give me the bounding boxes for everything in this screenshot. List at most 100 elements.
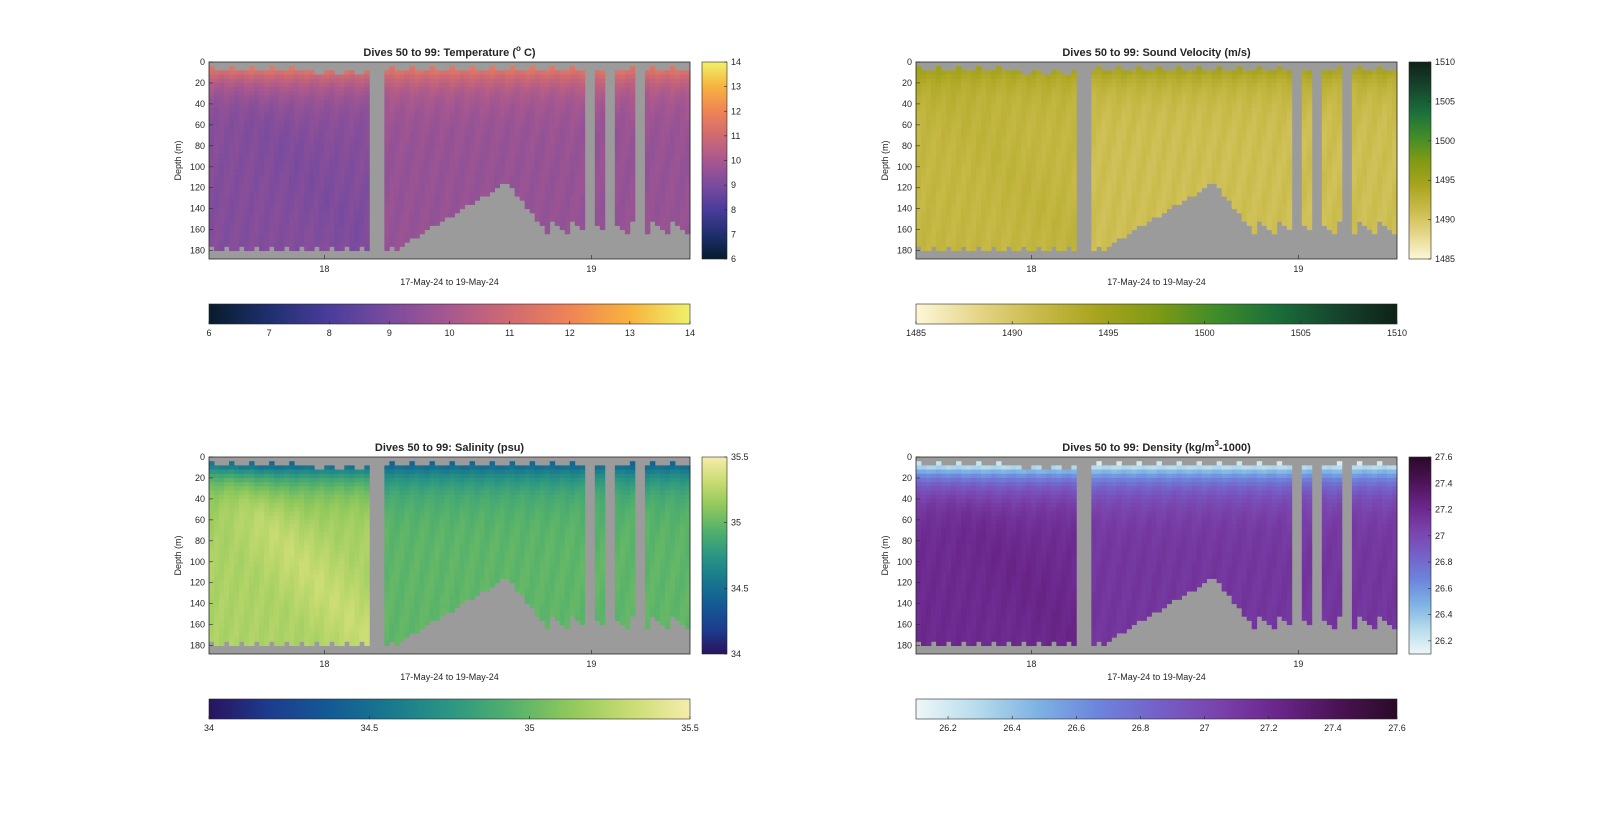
heatmap-cell	[560, 150, 565, 155]
heatmap-cell	[625, 137, 630, 142]
heatmap-cell	[500, 116, 505, 121]
heatmap-cell	[485, 167, 490, 172]
heatmap-cell	[951, 175, 956, 180]
heatmap-cell	[284, 209, 289, 214]
heatmap-cell	[214, 246, 219, 251]
heatmap-cell	[424, 75, 429, 80]
heatmap-cell	[550, 108, 555, 113]
heatmap-cell	[244, 142, 249, 147]
heatmap-cell	[931, 112, 936, 117]
heatmap-cell	[465, 121, 470, 126]
heatmap-cell	[645, 179, 650, 184]
heatmap-cell	[916, 167, 921, 172]
heatmap-cell	[530, 112, 535, 117]
heatmap-cell	[1091, 163, 1096, 168]
heatmap-cell	[455, 205, 460, 210]
heatmap-cell	[545, 146, 550, 151]
heatmap-cell	[660, 205, 665, 210]
heatmap-cell	[931, 200, 936, 205]
heatmap-cell	[961, 70, 966, 75]
heatmap-cell	[495, 146, 500, 151]
heatmap-cell	[284, 217, 289, 222]
heatmap-cell	[615, 196, 620, 201]
heatmap-cell	[1051, 163, 1056, 168]
heatmap-cell	[560, 116, 565, 121]
heatmap-cell	[334, 242, 339, 247]
heatmap-cell	[971, 125, 976, 130]
heatmap-cell	[259, 209, 264, 214]
heatmap-cell	[219, 112, 224, 117]
heatmap-cell	[986, 246, 991, 251]
heatmap-cell	[655, 116, 660, 121]
heatmap-cell	[304, 154, 309, 159]
heatmap-cell	[419, 108, 424, 113]
heatmap-cell	[545, 230, 550, 235]
heatmap-cell	[1091, 83, 1096, 88]
heatmap-cell	[239, 225, 244, 230]
heatmap-cell	[1096, 104, 1101, 109]
heatmap-cell	[304, 87, 309, 92]
heatmap-cell	[976, 205, 981, 210]
heatmap-cell	[650, 79, 655, 84]
heatmap-cell	[399, 192, 404, 197]
heatmap-cell	[986, 133, 991, 138]
heatmap-cell	[1071, 213, 1076, 218]
heatmap-cell	[294, 171, 299, 176]
heatmap-cell	[961, 192, 966, 197]
heatmap-cell	[450, 137, 455, 142]
heatmap-cell	[299, 196, 304, 201]
heatmap-cell	[620, 179, 625, 184]
heatmap-cell	[490, 116, 495, 121]
heatmap-cell	[314, 225, 319, 230]
heatmap-cell	[419, 179, 424, 184]
heatmap-cell	[966, 163, 971, 168]
heatmap-cell	[946, 188, 951, 193]
heatmap-cell	[1091, 100, 1096, 105]
heatmap-cell	[620, 125, 625, 130]
heatmap-cell	[600, 96, 605, 101]
heatmap-cell	[259, 91, 264, 96]
heatmap-cell	[450, 142, 455, 147]
heatmap-cell	[515, 184, 520, 189]
y-tick-label: 20	[195, 78, 205, 88]
heatmap-cell	[550, 171, 555, 176]
heatmap-cell	[480, 125, 485, 130]
heatmap-cell	[294, 121, 299, 126]
heatmap-cell	[1096, 129, 1101, 134]
heatmap-cell	[996, 192, 1001, 197]
heatmap-cell	[234, 163, 239, 168]
heatmap-cell	[234, 188, 239, 193]
heatmap-cell	[570, 175, 575, 180]
heatmap-cell	[429, 184, 434, 189]
heatmap-cell	[470, 171, 475, 176]
heatmap-cell	[259, 104, 264, 109]
heatmap-cell	[414, 79, 419, 84]
heatmap-cell	[249, 79, 254, 84]
heatmap-cell	[650, 96, 655, 101]
heatmap-cell	[961, 83, 966, 88]
heatmap-cell	[279, 70, 284, 75]
heatmap-cell	[294, 213, 299, 218]
heatmap-cell	[429, 96, 434, 101]
heatmap-cell	[525, 104, 530, 109]
heatmap-cell	[450, 121, 455, 126]
heatmap-cell	[439, 192, 444, 197]
heatmap-cell	[209, 158, 214, 163]
heatmap-cell	[680, 125, 685, 130]
heatmap-cell	[389, 196, 394, 201]
heatmap-cell	[540, 133, 545, 138]
heatmap-cell	[1056, 179, 1061, 184]
heatmap-cell	[304, 225, 309, 230]
heatmap-cell	[229, 200, 234, 205]
heatmap-cell	[1066, 121, 1071, 126]
heatmap-cell	[429, 133, 434, 138]
heatmap-cell	[1046, 225, 1051, 230]
heatmap-cell	[439, 125, 444, 130]
heatmap-cell	[625, 200, 630, 205]
heatmap-cell	[971, 112, 976, 117]
heatmap-cell	[244, 196, 249, 201]
heatmap-cell	[670, 154, 675, 159]
heatmap-cell	[444, 150, 449, 155]
heatmap-cell	[475, 96, 480, 101]
heatmap-cell	[1021, 87, 1026, 92]
